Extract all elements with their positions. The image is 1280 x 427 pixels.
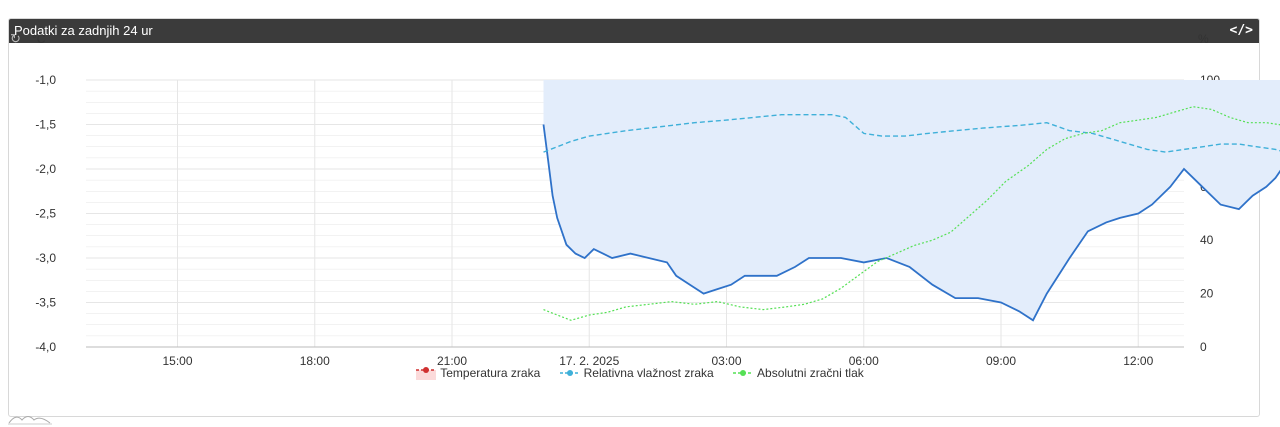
legend-item-pressure[interactable]: Absolutni zračni tlak (733, 366, 864, 380)
pressure-line (543, 106, 1280, 321)
legend-label-pressure: Absolutni zračni tlak (757, 366, 864, 380)
panel-header: Podatki za zadnjih 24 ur </> (9, 19, 1259, 43)
y-left-tick-label: -3,0 (35, 251, 56, 265)
legend-label-humidity: Relativna vlažnost zraka (583, 366, 714, 380)
panel-title: Podatki za zadnjih 24 ur (14, 23, 153, 38)
y-left-tick-label: -2,5 (35, 207, 56, 221)
legend-item-humidity[interactable]: Relativna vlažnost zraka (559, 366, 714, 380)
pressure-legend-icon (733, 366, 754, 380)
y-right-tick-label: 40 (1200, 233, 1214, 247)
legend: Temperatura zraka Relativna vlažnost zra… (0, 366, 1280, 383)
x-tick-label: 15:00 (162, 354, 192, 368)
humidity-line (543, 114, 1280, 153)
y-right-tick-label: 20 (1200, 287, 1214, 301)
x-tick-label: 17. 2. 2025 (559, 354, 619, 368)
y-left-tick-label: -2,0 (35, 162, 56, 176)
y-right-tick-label: 0 (1200, 340, 1207, 354)
legend-label-temperature: Temperatura zraka (440, 366, 541, 380)
x-tick-label: 12:00 (1123, 354, 1153, 368)
x-tick-label: 18:00 (300, 354, 330, 368)
x-tick-label: 06:00 (849, 354, 879, 368)
legend-item-temperature[interactable]: Temperatura zraka (416, 366, 540, 380)
x-tick-label: 03:00 (711, 354, 741, 368)
mini-chart-icon (8, 416, 52, 425)
temperature-line (542, 124, 1280, 322)
temperature-legend-icon (416, 366, 437, 380)
y-left-tick-label: -3,5 (35, 296, 56, 310)
temperature-area (543, 80, 1280, 321)
y-left-tick-label: -4,0 (35, 340, 56, 354)
code-icon[interactable]: </> (1229, 23, 1253, 38)
y-left-tick-label: -1,0 (35, 73, 56, 87)
right-axis-unit: % (1198, 32, 1209, 46)
x-tick-label: 21:00 (437, 354, 467, 368)
left-axis-unit: °C (32, 32, 46, 46)
refresh-icon[interactable]: ↻ (10, 31, 21, 46)
humidity-legend-icon (559, 366, 580, 380)
y-left-tick-label: -1,5 (35, 118, 56, 132)
x-tick-label: 09:00 (986, 354, 1016, 368)
